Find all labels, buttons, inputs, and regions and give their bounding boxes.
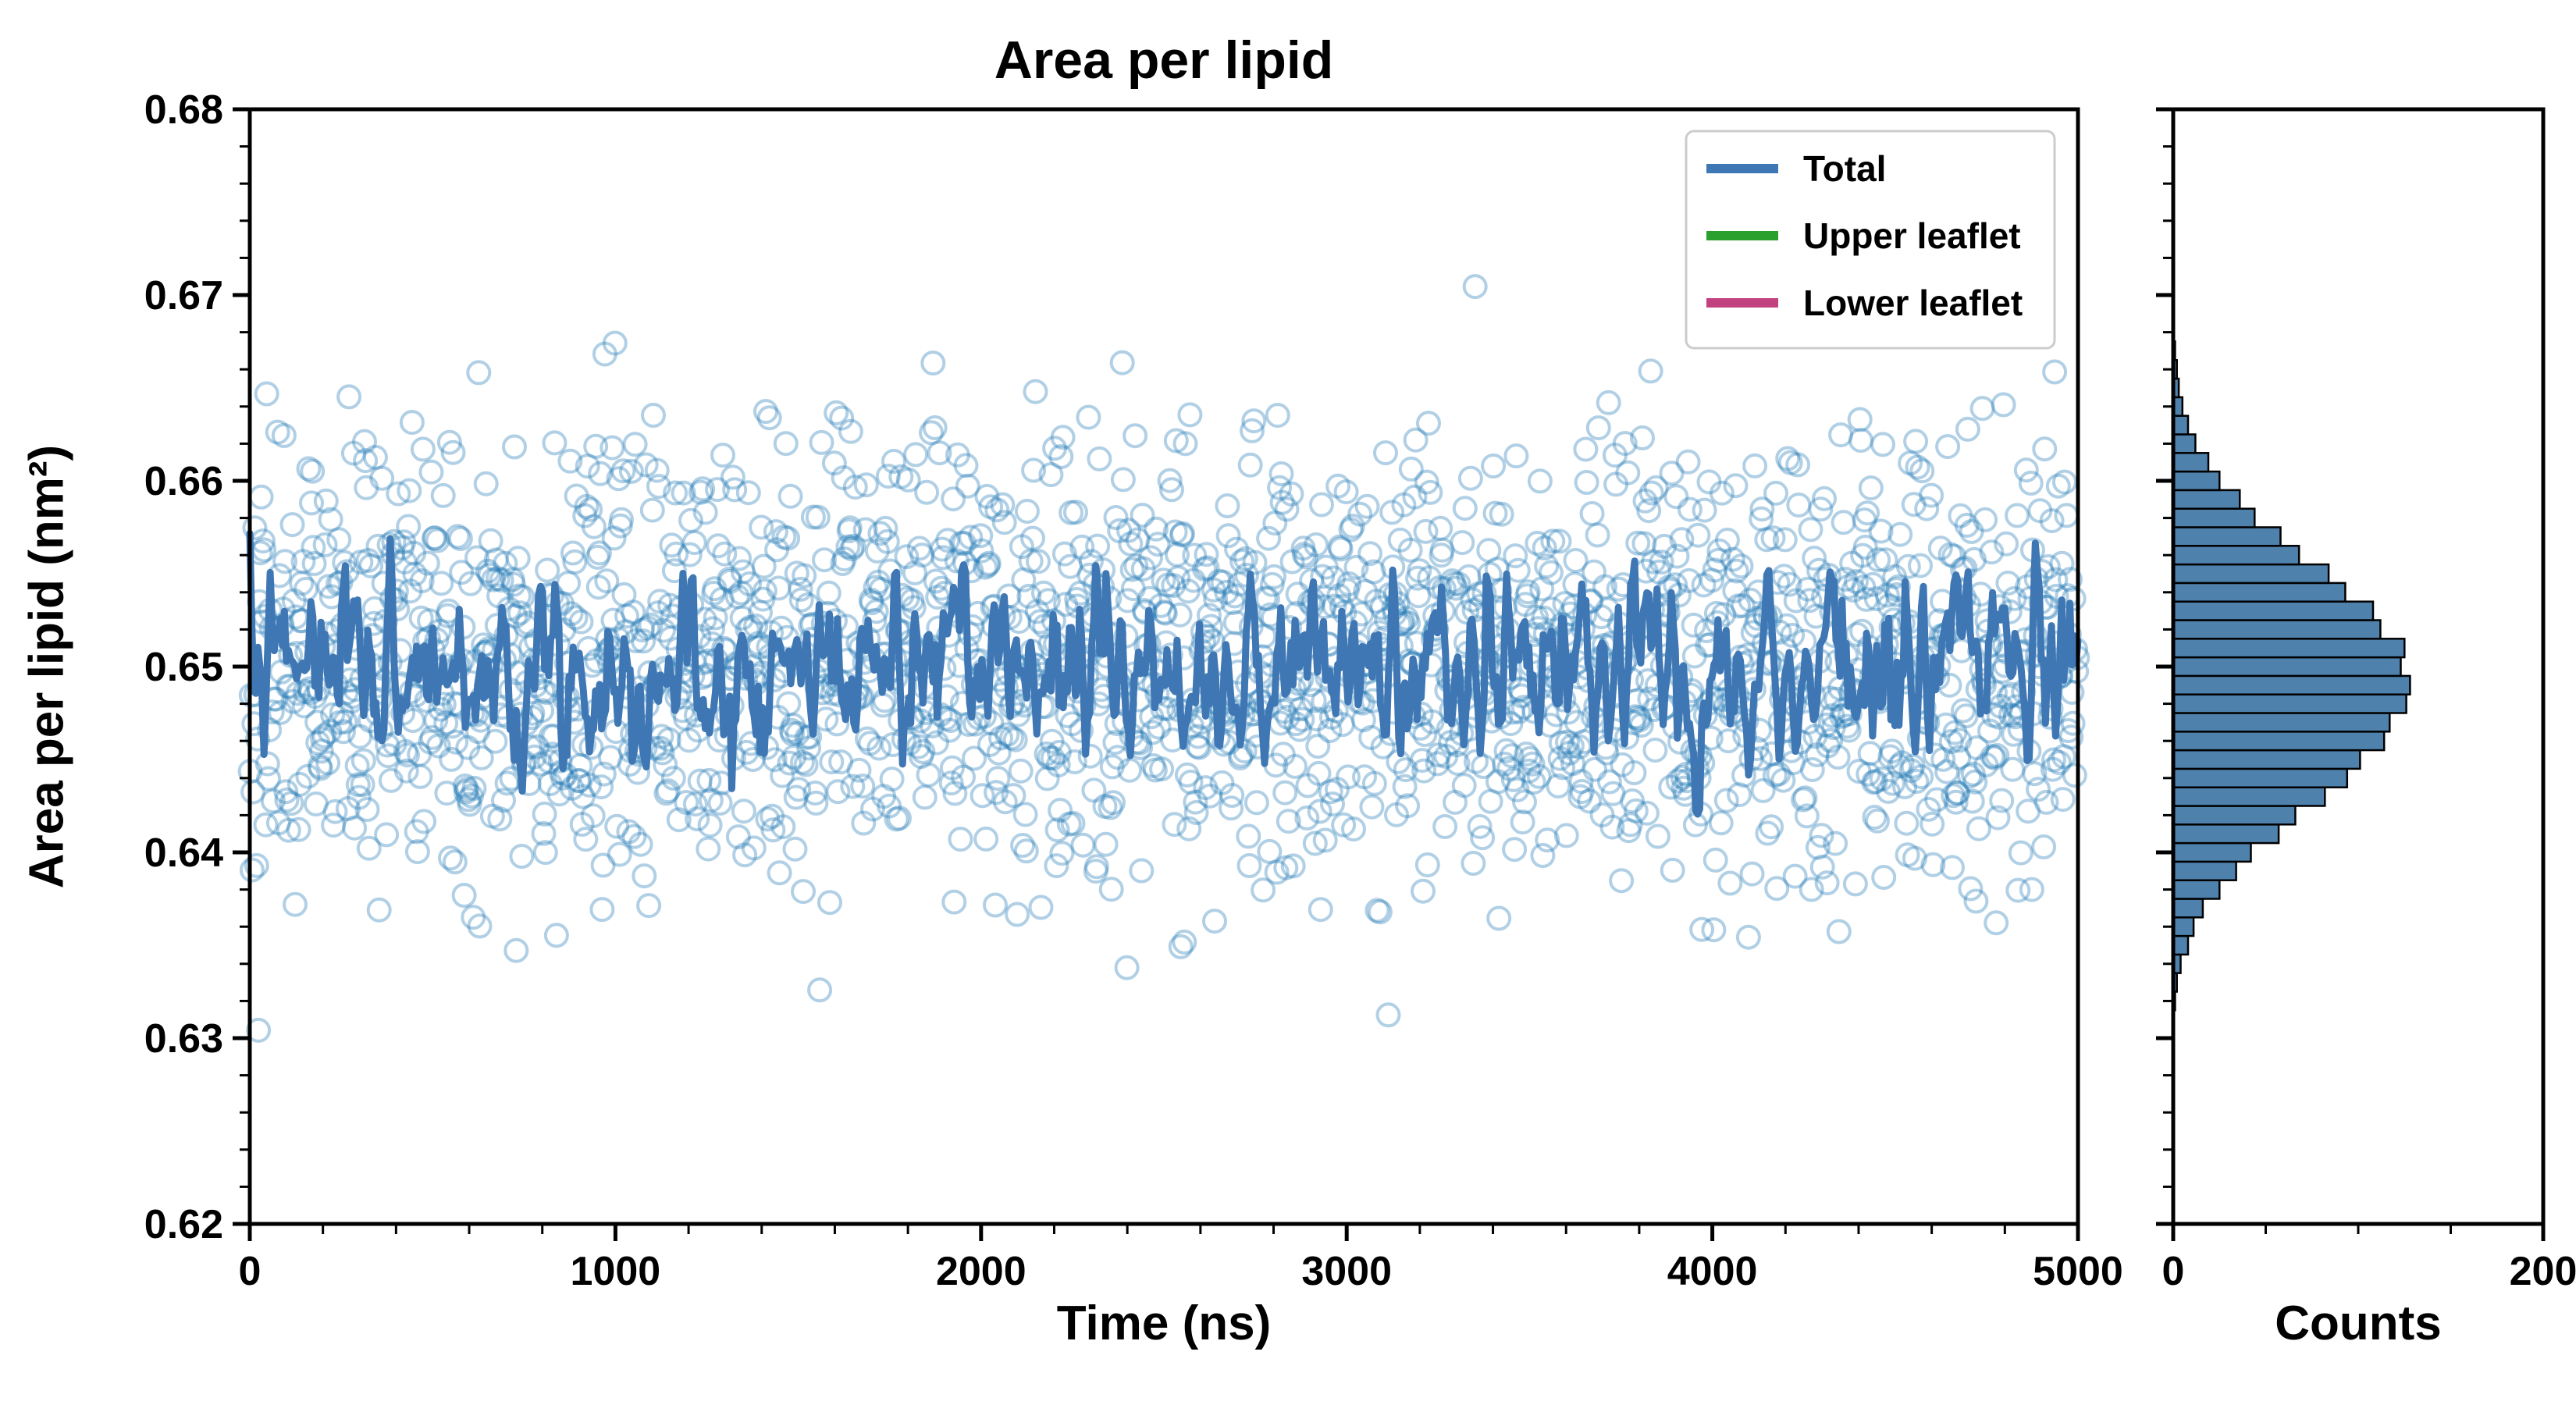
chart-title: Area per lipid — [994, 30, 1334, 90]
legend-label: Total — [1803, 148, 1886, 189]
histogram-bar — [2172, 526, 2282, 547]
x-tick-label: 5000 — [2033, 1249, 2123, 1294]
line-total — [246, 529, 2082, 818]
x-tick-label: 2000 — [936, 1249, 1026, 1294]
y-tick-label: 0.68 — [144, 87, 223, 133]
legend-label: Upper leaflet — [1803, 215, 2021, 256]
x-tick-label: 1000 — [571, 1249, 661, 1294]
legend-label: Lower leaflet — [1803, 283, 2023, 323]
histogram-bar — [2172, 693, 2407, 714]
y-tick-label: 0.66 — [144, 459, 223, 504]
histogram-bar — [2172, 582, 2347, 603]
y-axis-label: Area per lipid (nm²) — [20, 444, 74, 889]
x-axis-label: Time (ns) — [1056, 1297, 1272, 1350]
histogram-bar — [2172, 786, 2326, 807]
histogram-bar — [2172, 879, 2221, 900]
histogram-bar — [2172, 414, 2190, 436]
histogram-bar — [2172, 860, 2237, 881]
hist-x-axis-label: Counts — [2275, 1297, 2442, 1350]
y-tick-label: 0.63 — [144, 1016, 223, 1062]
histogram-bar — [2172, 712, 2391, 733]
x-tick-label: 0 — [239, 1249, 262, 1294]
histogram-bar — [2172, 731, 2386, 752]
main-axes: 0 1000 2000 3000 4000 5000 0.62 0.63 0.64 0.65 0.6… — [144, 87, 2123, 1294]
histogram-bar — [2172, 749, 2361, 770]
histogram-bars — [2172, 340, 2411, 1012]
y-tick-label: 0.65 — [144, 645, 223, 690]
y-tick-label: 0.62 — [144, 1202, 223, 1247]
x-tick-label: 3000 — [1301, 1249, 1392, 1294]
histogram-bar — [2172, 656, 2402, 678]
histogram-bar — [2172, 600, 2375, 621]
histogram-bar — [2172, 674, 2411, 695]
x-tick-label: 4000 — [1667, 1249, 1758, 1294]
histogram-bar — [2172, 841, 2252, 863]
x-tick-label: 200 — [2510, 1249, 2576, 1294]
histogram-bar — [2172, 507, 2256, 528]
histogram-bar — [2172, 563, 2330, 585]
histogram-bar — [2172, 805, 2297, 826]
histogram-bar — [2172, 452, 2210, 473]
histogram-bar — [2172, 898, 2204, 919]
histogram-bar — [2172, 619, 2382, 640]
histogram-bar — [2172, 934, 2190, 956]
x-tick-label: 0 — [2162, 1249, 2185, 1294]
y-tick-label: 0.67 — [144, 273, 223, 318]
y-tick-label: 0.64 — [144, 831, 223, 876]
hist-axes: 0 200 — [2156, 107, 2576, 1294]
histogram-bar — [2172, 916, 2195, 937]
legend: Total Upper leaflet Lower leaflet — [1685, 130, 2056, 350]
histogram-bar — [2172, 433, 2197, 454]
histogram-bar — [2172, 823, 2280, 845]
histogram-bar — [2172, 638, 2406, 659]
histogram-bar — [2172, 489, 2241, 510]
histogram-bar — [2172, 767, 2349, 788]
histogram-bar — [2172, 470, 2221, 492]
histogram-bar — [2172, 545, 2300, 566]
